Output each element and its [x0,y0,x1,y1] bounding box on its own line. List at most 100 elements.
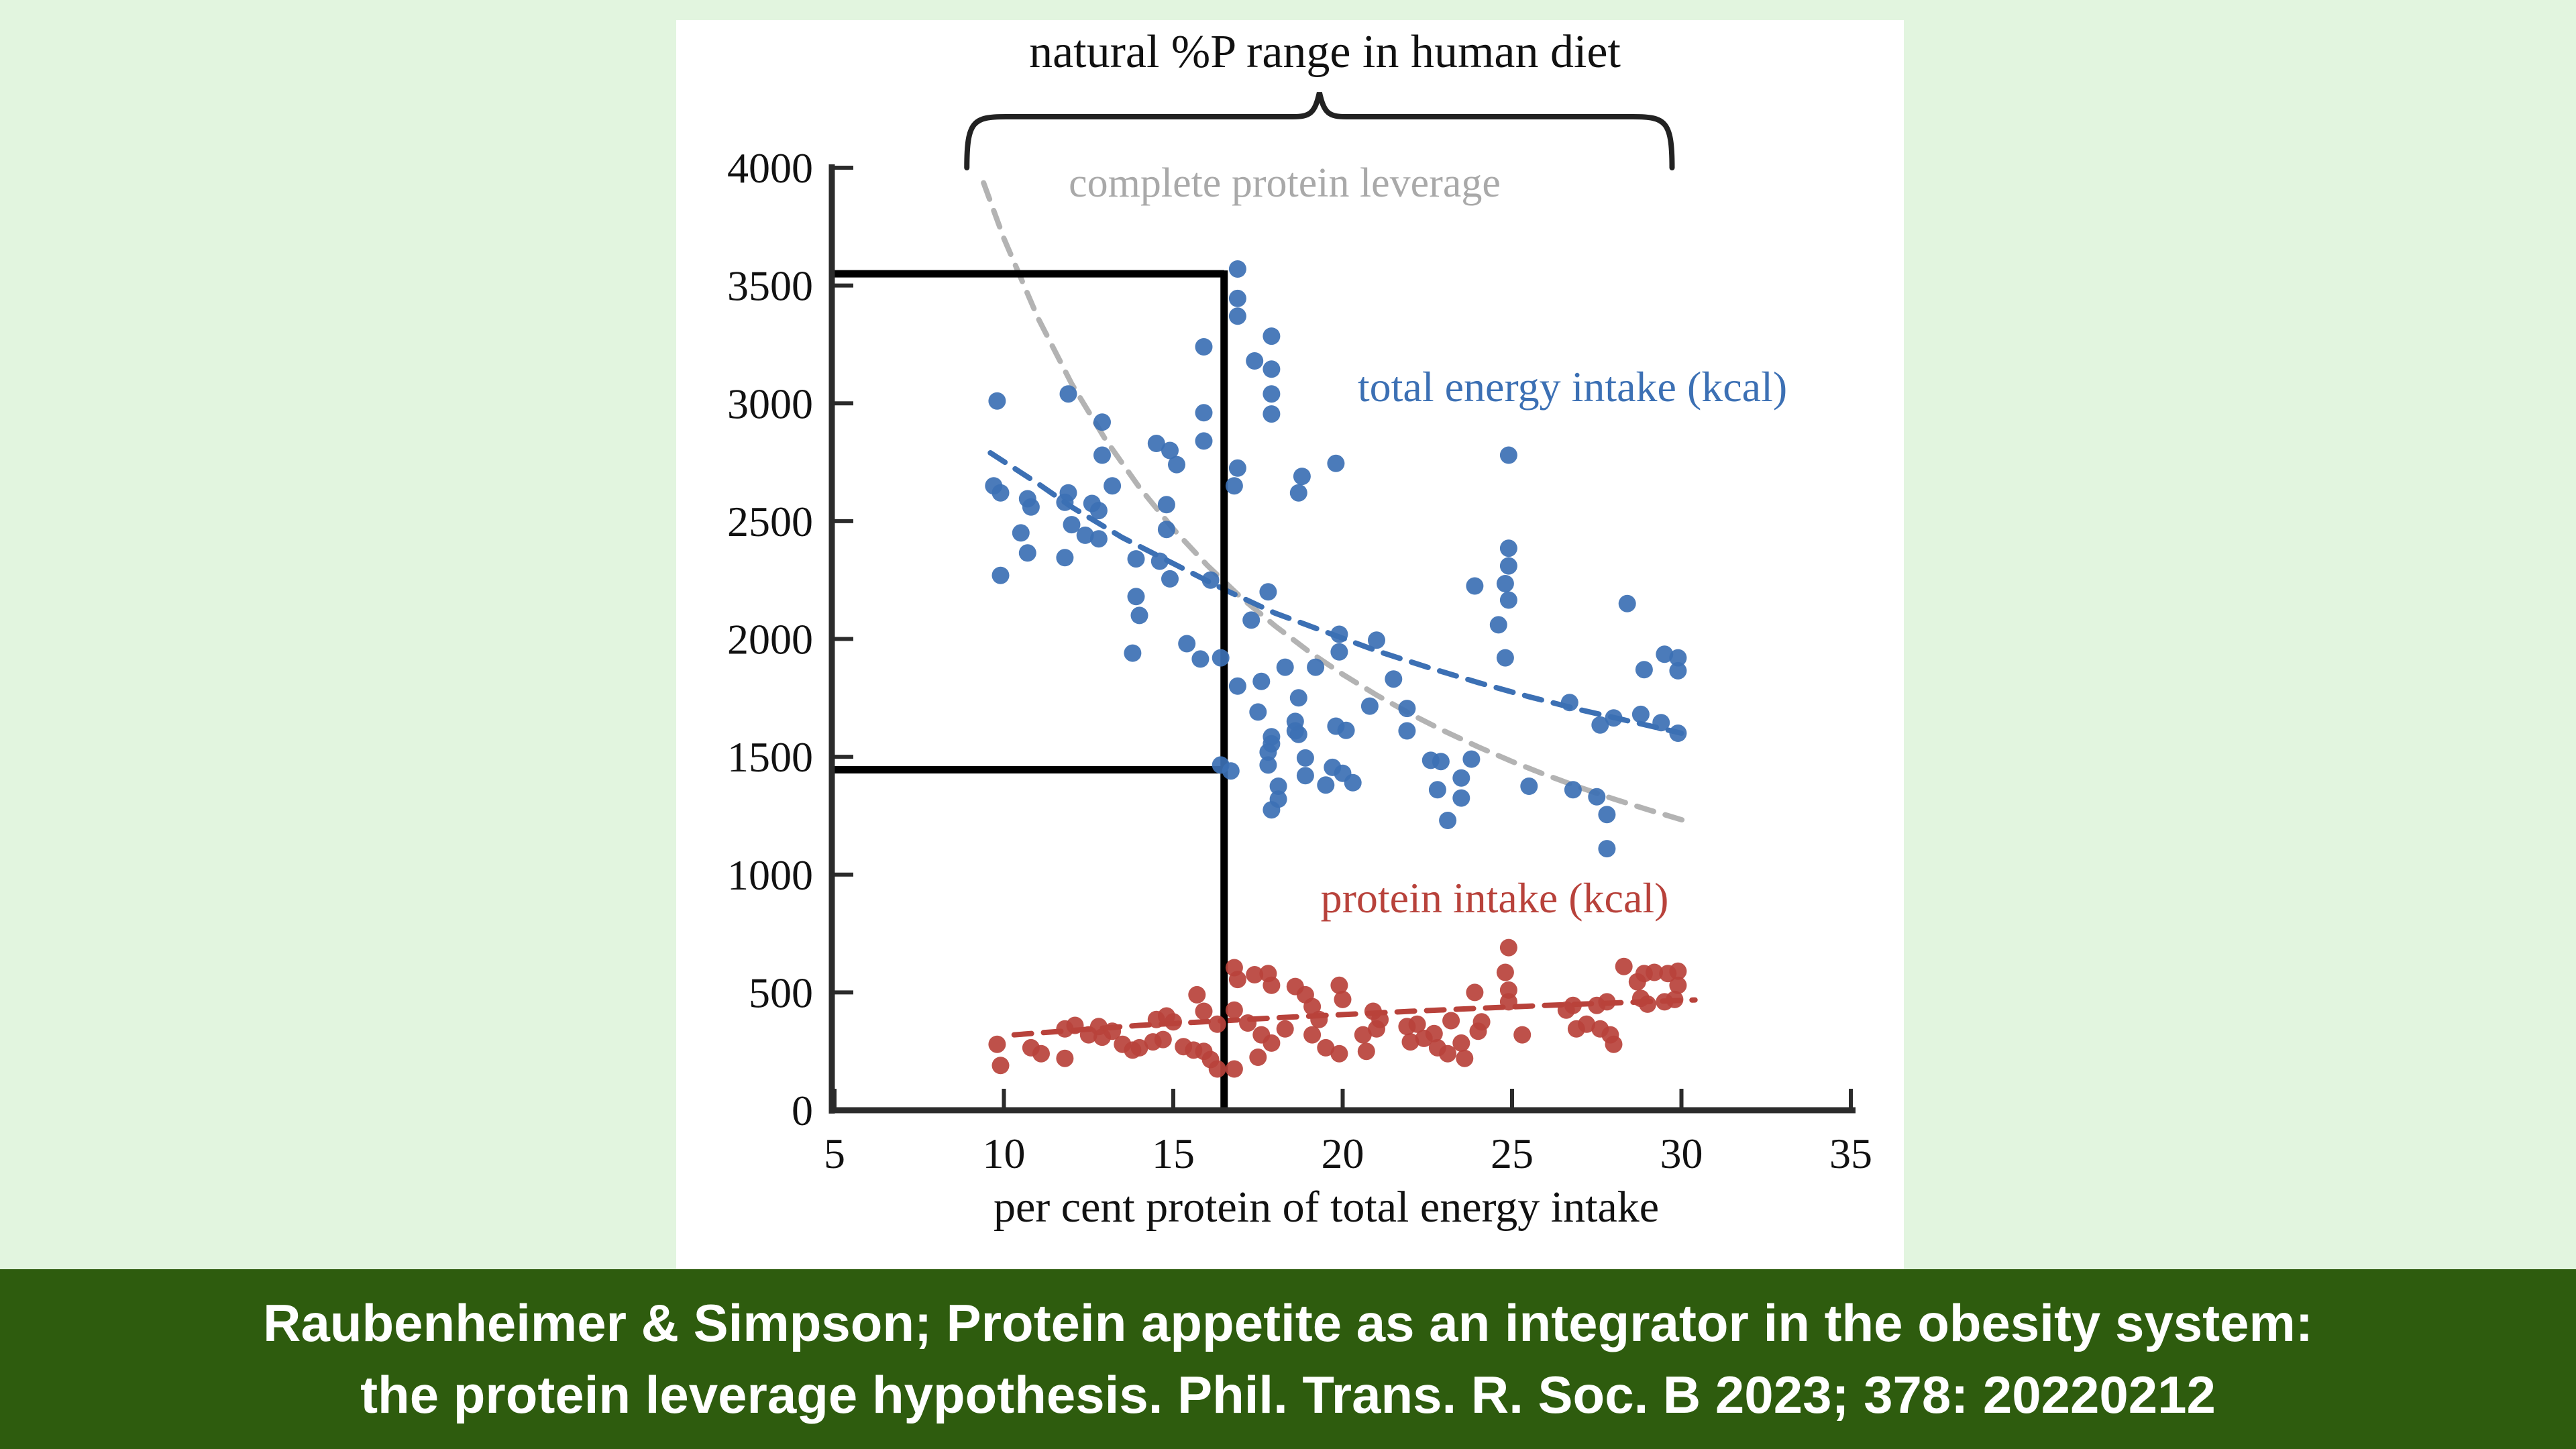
protein-point [1666,990,1684,1008]
protein-point [1225,1060,1243,1078]
energy-point [1289,725,1307,743]
protein-point [1208,1060,1226,1078]
y-tick-label: 4000 [727,144,813,192]
energy-point [1368,631,1385,649]
x-tick-label: 10 [983,1130,1026,1177]
energy-point [1428,781,1446,799]
energy-point [1161,441,1179,460]
protein-point [1330,976,1348,994]
energy-point [1093,446,1111,464]
energy-point [1618,594,1636,612]
energy-point [1499,446,1517,464]
energy-point [1360,697,1379,715]
energy-point [991,484,1010,502]
y-tick-label: 3000 [727,380,813,427]
protein-point [1408,1015,1426,1033]
protein-point [1496,963,1514,981]
energy-point [1564,781,1582,799]
x-tick-label: 30 [1660,1130,1703,1177]
energy-point [1191,650,1210,668]
protein-point [1354,1026,1372,1044]
energy-point [1263,327,1281,345]
citation-line-2: the protein leverage hypothesis. Phil. T… [360,1365,2216,1424]
protein-point [1513,1026,1532,1044]
protein-point [1188,985,1206,1004]
energy-point [1063,516,1081,534]
protein-point [1310,1010,1328,1028]
protein-point [1066,1016,1084,1034]
energy-point [1330,643,1348,661]
protein-point [988,1035,1006,1053]
energy-point [1089,502,1108,520]
energy-point [1195,404,1213,422]
energy-point [1178,635,1196,653]
energy-point [1246,352,1264,370]
protein-point [1598,993,1616,1011]
energy-point [1385,670,1403,688]
energy-point [1327,454,1345,472]
energy-point [1056,493,1074,511]
energy-point [1212,649,1230,667]
energy-point [1656,645,1674,663]
energy-point [1432,753,1450,771]
energy-point [1330,625,1348,643]
energy-point [1466,577,1484,595]
energy-point [1089,530,1108,548]
energy-point [1598,806,1616,824]
protein-point [1472,1013,1491,1031]
energy-point [991,566,1010,584]
energy-point [1669,724,1687,742]
protein-point [1452,1034,1470,1052]
y-tick-label: 1500 [727,733,813,781]
protein-point [1130,1038,1148,1057]
energy-point [1263,360,1281,378]
energy-point [1225,477,1243,495]
energy-point [1161,570,1179,588]
energy-point [1228,677,1246,695]
energy-point [1289,484,1307,502]
y-tick-label: 500 [749,969,813,1016]
protein-point [1499,938,1517,957]
energy-point [1022,498,1040,516]
energy-point [1496,649,1514,667]
protein-point [1334,990,1352,1008]
energy-point [1276,658,1294,676]
protein-point [1249,1049,1267,1066]
energy-point [1195,338,1213,356]
energy-point [1499,591,1517,609]
energy-point [1104,477,1122,495]
energy-point [1344,773,1362,792]
energy-point [1398,722,1416,740]
energy-point [1259,756,1277,774]
x-tick-label: 20 [1322,1130,1364,1177]
energy-point [1605,709,1623,727]
energy-point [1337,721,1355,739]
energy-point [1168,455,1185,474]
energy-point [1652,714,1670,732]
energy-point [1195,432,1213,450]
energy-point [1499,539,1517,557]
energy-point [1012,524,1030,542]
protein-point [1639,995,1656,1013]
energy-point [1228,260,1246,278]
energy-point [1631,705,1650,723]
protein-point [1225,1001,1243,1019]
energy-point [1496,575,1514,592]
x-tick-label: 25 [1491,1130,1534,1177]
protein-point [1303,1026,1322,1044]
protein-point [1669,962,1687,980]
energy-point [988,392,1006,410]
protein-point [1330,1044,1348,1063]
protein-point [1368,1020,1385,1038]
y-tick-label: 0 [792,1087,813,1134]
protein-point [1104,1022,1122,1040]
energy-point [1259,743,1277,761]
energy-point [1289,689,1307,707]
protein-point [1263,1034,1281,1052]
energy-point [1076,526,1094,544]
energy-point [1228,307,1246,325]
x-tick-label: 5 [824,1130,845,1177]
energy-point [1462,750,1481,768]
energy-point [1124,644,1142,662]
